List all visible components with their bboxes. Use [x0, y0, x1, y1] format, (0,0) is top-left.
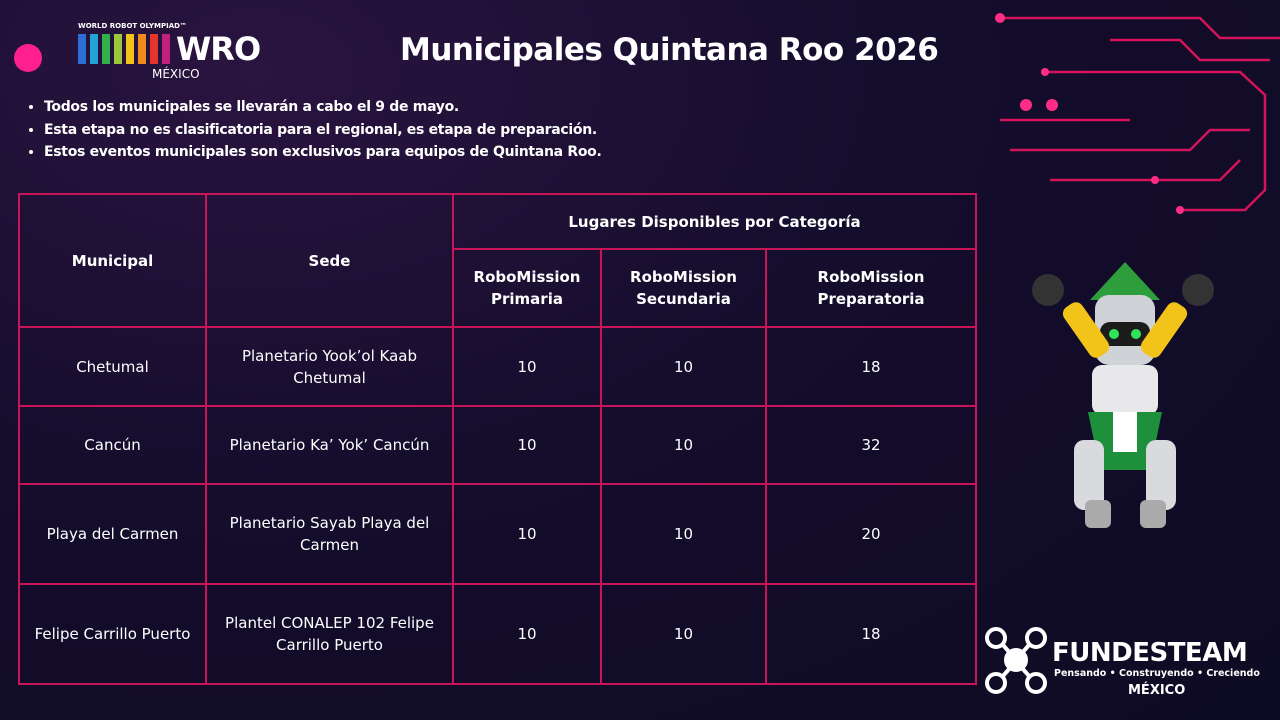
table-cell: 10	[600, 483, 767, 585]
logo-country: MÉXICO	[152, 67, 200, 81]
table-cell: 18	[765, 583, 977, 685]
glow-dot	[14, 44, 42, 72]
table-cell: Playa del Carmen	[18, 483, 207, 585]
table-cell: 10	[452, 405, 602, 485]
subheader-cell: RoboMission Preparatoria	[765, 248, 977, 328]
table-row: Cancún Planetario Ka’ Yok’ Cancún 10 10 32	[18, 405, 977, 485]
table-cell: 10	[452, 326, 602, 407]
table-cell: 18	[765, 326, 977, 407]
header-cell: Municipal	[18, 193, 207, 328]
table-cell: 20	[765, 483, 977, 585]
bullet-list: Todos los municipales se llevarán a cabo…	[22, 96, 602, 164]
table-row: Playa del Carmen Planetario Sayab Playa d…	[18, 483, 977, 585]
table-cell: 10	[600, 326, 767, 407]
table-cell: Chetumal	[18, 326, 207, 407]
table-cell: Plantel CONALEP 102 Felipe Carrillo Puer…	[205, 583, 454, 685]
header-cell: Lugares Disponibles por Categoría	[452, 193, 977, 250]
circuit-lines	[1000, 16, 1280, 212]
table-row: Felipe Carrillo Puerto Plantel CONALEP 10…	[18, 583, 977, 685]
title: Municipales Quintana Roo 2026	[400, 32, 939, 68]
table-cell: 10	[452, 483, 602, 585]
mascot	[1032, 262, 1214, 528]
logo-name: WRO	[176, 30, 261, 68]
footer-country: MÉXICO	[1128, 683, 1186, 698]
subheader-cell: RoboMission Primaria	[452, 248, 602, 328]
table-cell: 10	[600, 405, 767, 485]
fundesteam-icon	[985, 627, 1047, 694]
table-cell: 32	[765, 405, 977, 485]
table-cell: 10	[452, 583, 602, 685]
subheader-row: RoboMission Primaria RoboMission Secundar…	[19, 248, 977, 328]
table-cell: 10	[600, 583, 767, 685]
footer-name: FUNDESTEAM	[1052, 638, 1248, 668]
header-row: Municipal Sede Lugares Disponibles por C…	[18, 193, 977, 328]
table-cell: Planetario Yook’ol Kaab Chetumal	[205, 326, 454, 407]
logo-top: WORLD ROBOT OLYMPIAD™	[78, 22, 187, 30]
table-row: Chetumal Planetario Yook’ol Kaab Chetumal…	[18, 326, 977, 407]
circuit-dots	[995, 13, 1184, 214]
table-body: Municipal Sede Lugares Disponibles por C…	[18, 193, 977, 685]
wro-figures	[78, 34, 170, 64]
header-cell: Sede	[205, 193, 454, 328]
table-cell: Planetario Sayab Playa del Carmen	[205, 483, 454, 585]
footer-tagline: Pensando • Construyendo • Creciendo	[1054, 668, 1260, 679]
table-cell: Cancún	[18, 405, 207, 485]
table-cell: Felipe Carrillo Puerto	[18, 583, 207, 685]
bullet: Estos eventos municipales son exclusivos…	[44, 141, 602, 164]
bullet: Todos los municipales se llevarán a cabo…	[44, 96, 601, 119]
table: Municipal Sede Lugares Disponibles por C…	[18, 193, 977, 685]
bullet: Esta etapa no es clasificatoria para el …	[44, 119, 601, 142]
table-cell: Planetario Ka’ Yok’ Cancún	[205, 405, 454, 485]
subheader-cell: RoboMission Secundaria	[600, 248, 767, 328]
